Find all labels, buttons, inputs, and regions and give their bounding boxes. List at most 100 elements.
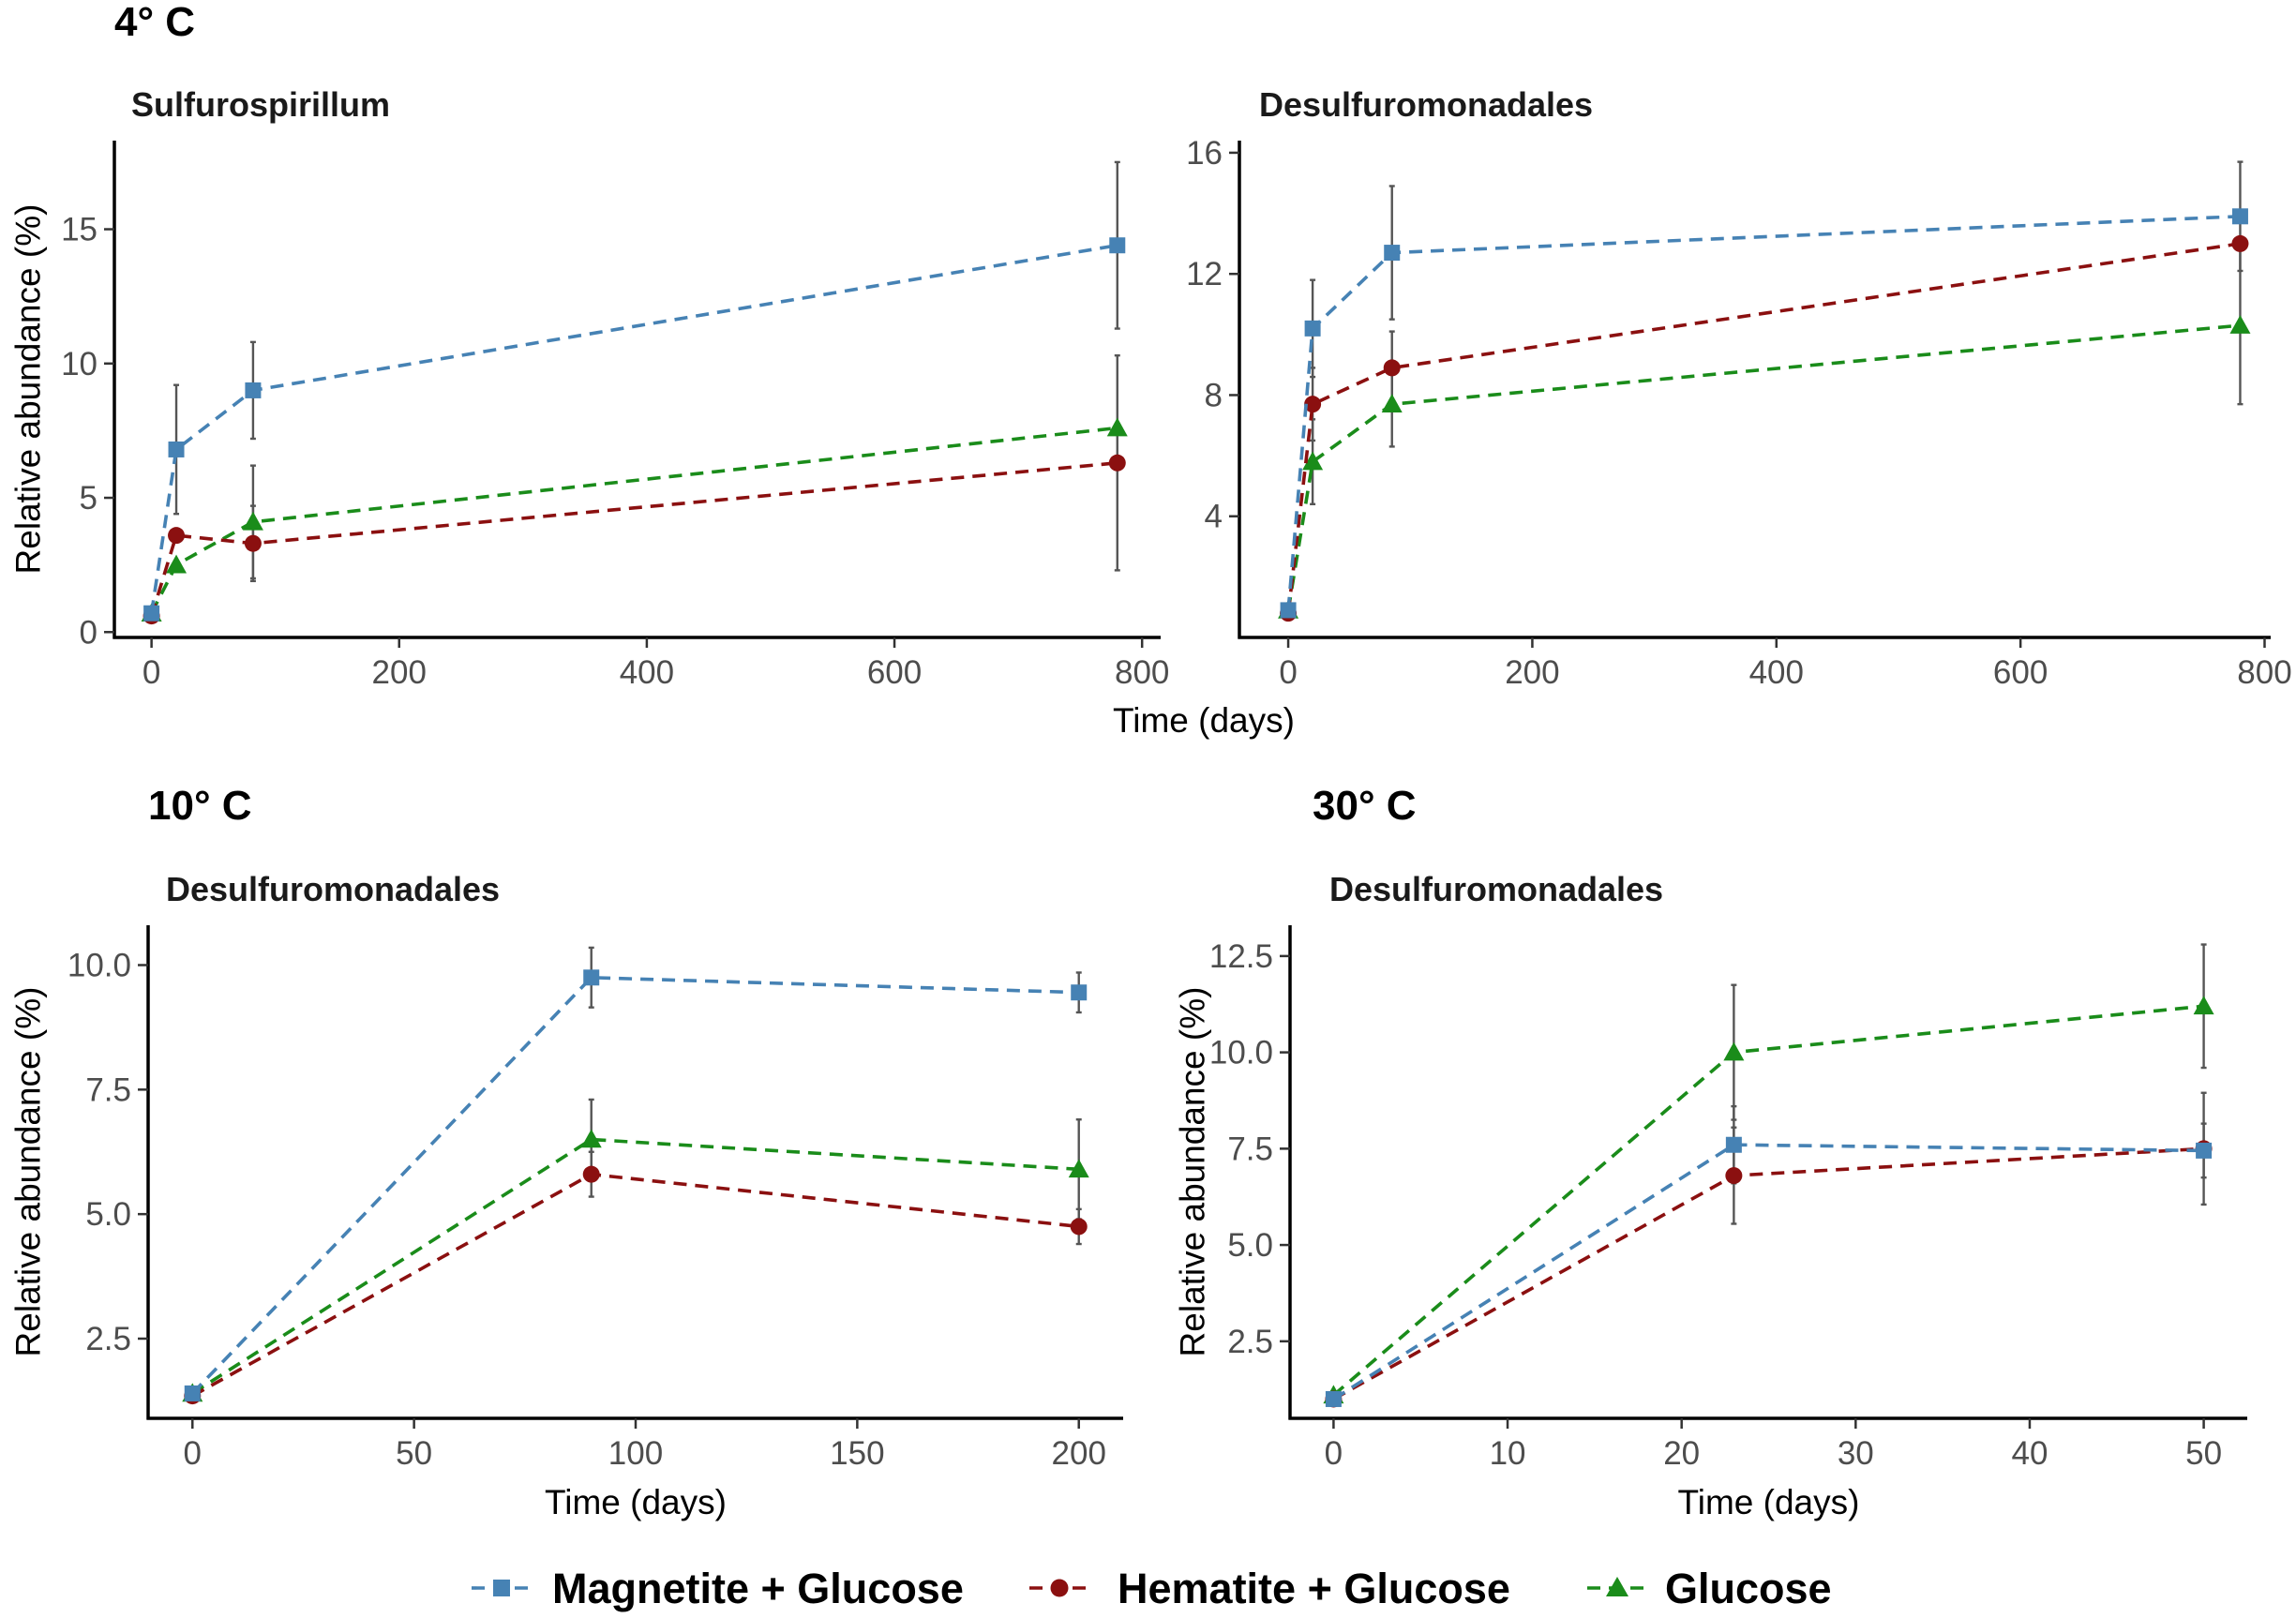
data-point-magnetite bbox=[2196, 1142, 2213, 1159]
x-tick-label: 800 bbox=[1115, 654, 1169, 691]
x-tick-label: 600 bbox=[1993, 654, 2048, 691]
series-line-hematite bbox=[149, 461, 1118, 617]
x-tick-label: 0 bbox=[1279, 654, 1297, 691]
y-tick-label: 12 bbox=[1186, 256, 1223, 292]
data-point-glucose bbox=[1723, 1041, 1745, 1061]
data-point-magnetite bbox=[1071, 984, 1088, 1001]
y-tick-label: 15 bbox=[61, 212, 98, 248]
data-point-magnetite bbox=[1109, 237, 1126, 254]
group-title-4c: 4° C bbox=[114, 0, 195, 45]
x-tick-label: 600 bbox=[867, 654, 922, 691]
x-tick-label: 150 bbox=[830, 1435, 884, 1472]
data-point-hematite bbox=[582, 1165, 600, 1183]
data-point-magnetite bbox=[583, 969, 600, 986]
data-point-magnetite bbox=[1725, 1136, 1742, 1153]
x-tick-label: 200 bbox=[372, 654, 427, 691]
series-line-magnetite bbox=[1332, 1143, 2204, 1401]
series-line-glucose bbox=[1332, 1004, 2204, 1397]
data-point-glucose bbox=[580, 1129, 602, 1148]
x-tick-label: 200 bbox=[1052, 1435, 1106, 1472]
x-tick-label: 400 bbox=[1749, 654, 1804, 691]
y-tick-label: 2.5 bbox=[1227, 1324, 1273, 1360]
data-point-magnetite bbox=[1325, 1390, 1342, 1407]
y-tick-label: 5.0 bbox=[85, 1196, 131, 1233]
legend-item-hematite: Hematite + Glucose bbox=[1029, 1565, 1510, 1612]
data-point-glucose bbox=[1302, 451, 1324, 471]
data-point-glucose bbox=[2229, 315, 2251, 334]
data-point-glucose bbox=[242, 511, 263, 531]
data-point-magnetite bbox=[143, 605, 160, 622]
panel-30c-desulfuromonadales: Desulfuromonadales 0 10 20 30 40 50 2.5 5.0 7.5 10… bbox=[1174, 870, 2247, 1521]
y-tick-label: 7.5 bbox=[1227, 1131, 1273, 1167]
series-line-hematite bbox=[1286, 242, 2241, 614]
panel-title: Sulfurospirillum bbox=[131, 85, 390, 124]
y-tick-label: 5 bbox=[80, 480, 98, 517]
group-title-30c: 30° C bbox=[1313, 783, 1417, 829]
y-tick-label: 10.0 bbox=[1209, 1035, 1273, 1071]
series-line-magnetite bbox=[149, 243, 1118, 614]
x-tick-label: 800 bbox=[2237, 654, 2291, 691]
panel-4c-sulfurospirillum: Sulfurospirillum 0 200 400 600 800 0 5 10 15 Relat… bbox=[9, 85, 1170, 691]
data-point-magnetite bbox=[2231, 208, 2248, 225]
x-tick-label: 0 bbox=[1325, 1435, 1343, 1472]
x-axis-title: Time (days) bbox=[1678, 1483, 1860, 1521]
data-point-hematite bbox=[1070, 1218, 1088, 1236]
y-tick-label: 7.5 bbox=[85, 1071, 131, 1108]
legend-label-magnetite: Magnetite + Glucose bbox=[552, 1565, 964, 1612]
x-tick-label: 200 bbox=[1505, 654, 1559, 691]
x-tick-label: 20 bbox=[1663, 1435, 1700, 1472]
y-axis-title: Relative abundance (%) bbox=[9, 204, 48, 575]
data-point-glucose bbox=[1381, 394, 1403, 412]
legend: Magnetite + Glucose Hematite + Glucose G… bbox=[472, 1565, 1832, 1612]
data-point-magnetite bbox=[1304, 320, 1321, 337]
y-tick-label: 10 bbox=[61, 346, 98, 382]
data-point-magnetite bbox=[168, 441, 185, 457]
y-tick-label: 10.0 bbox=[68, 948, 131, 984]
data-point-glucose bbox=[1106, 417, 1128, 437]
y-tick-label: 8 bbox=[1205, 377, 1223, 413]
panel-title: Desulfuromonadales bbox=[1329, 870, 1663, 908]
x-tick-label: 0 bbox=[184, 1435, 202, 1472]
data-point-hematite bbox=[244, 534, 262, 552]
series-line-glucose bbox=[1286, 323, 2241, 611]
x-tick-label: 50 bbox=[2185, 1435, 2222, 1472]
x-tick-label: 100 bbox=[608, 1435, 663, 1472]
panel-10c-desulfuromonadales: Desulfuromonadales 0 50 100 150 200 2.5 5.0 7.5 1… bbox=[9, 870, 1123, 1521]
data-point-magnetite bbox=[1384, 245, 1401, 262]
data-point-glucose bbox=[166, 554, 188, 574]
y-tick-label: 12.5 bbox=[1209, 938, 1273, 975]
y-tick-label: 0 bbox=[80, 614, 98, 651]
data-point-magnetite bbox=[245, 382, 262, 398]
x-tick-label: 50 bbox=[396, 1435, 432, 1472]
series-line-hematite bbox=[1332, 1146, 2204, 1401]
data-point-hematite bbox=[1383, 359, 1401, 377]
data-point-hematite bbox=[1108, 454, 1126, 472]
data-point-hematite bbox=[168, 527, 186, 545]
x-axis-title: Time (days) bbox=[545, 1483, 727, 1521]
legend-item-magnetite: Magnetite + Glucose bbox=[472, 1565, 964, 1612]
data-point-magnetite bbox=[184, 1385, 201, 1401]
legend-item-glucose: Glucose bbox=[1587, 1565, 1832, 1612]
data-point-hematite bbox=[1304, 396, 1322, 413]
panel-title: Desulfuromonadales bbox=[1259, 85, 1593, 124]
y-tick-label: 4 bbox=[1205, 499, 1223, 535]
legend-circle-marker bbox=[1050, 1579, 1069, 1597]
panel-4c-desulfuromonadales: Desulfuromonadales 0 200 400 600 800 4 8 12 16 Tim… bbox=[1113, 85, 2292, 740]
legend-label-hematite: Hematite + Glucose bbox=[1118, 1565, 1510, 1612]
x-axis-title: Time (days) bbox=[1113, 701, 1295, 740]
x-tick-label: 30 bbox=[1838, 1435, 1874, 1472]
data-point-hematite bbox=[2231, 234, 2249, 252]
series-line-magnetite bbox=[191, 975, 1079, 1395]
series-line-magnetite bbox=[1286, 215, 2241, 611]
legend-label-glucose: Glucose bbox=[1665, 1565, 1832, 1612]
x-tick-label: 40 bbox=[2011, 1435, 2048, 1472]
panel-title: Desulfuromonadales bbox=[166, 870, 500, 908]
data-point-glucose bbox=[1068, 1159, 1089, 1178]
x-tick-label: 400 bbox=[620, 654, 674, 691]
series-line-glucose bbox=[149, 426, 1118, 615]
data-point-hematite bbox=[1725, 1167, 1743, 1185]
y-tick-label: 5.0 bbox=[1227, 1227, 1273, 1264]
data-point-glucose bbox=[2193, 996, 2214, 1015]
x-tick-label: 0 bbox=[143, 654, 160, 691]
